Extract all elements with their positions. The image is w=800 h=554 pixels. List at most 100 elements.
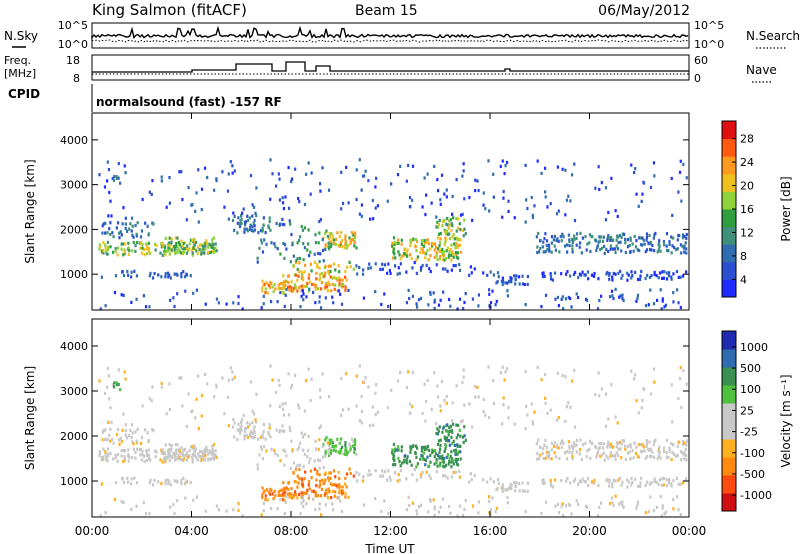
velocity-cell bbox=[449, 424, 452, 428]
power-cell bbox=[496, 280, 499, 284]
power-cell bbox=[111, 176, 114, 181]
velocity-cell bbox=[344, 446, 347, 451]
velocity-cell bbox=[443, 465, 446, 469]
velocity-cell bbox=[579, 438, 582, 442]
velocity-cell bbox=[369, 424, 372, 428]
power-cell bbox=[289, 260, 292, 264]
velocity-cell bbox=[463, 403, 466, 407]
power-cell bbox=[333, 238, 336, 242]
velocity-cell bbox=[338, 476, 341, 481]
power-cell bbox=[596, 244, 600, 248]
velocity-cell bbox=[513, 422, 516, 426]
velocity-cell bbox=[204, 509, 207, 513]
power-cell bbox=[319, 276, 322, 280]
power-cell bbox=[654, 231, 657, 236]
power-cell bbox=[567, 233, 570, 237]
velocity-cell bbox=[684, 447, 687, 452]
velocity-cell bbox=[250, 435, 253, 439]
power-cell bbox=[253, 218, 256, 223]
power-cell bbox=[641, 192, 644, 196]
velocity-cell bbox=[676, 444, 679, 449]
velocity-cell bbox=[200, 457, 203, 462]
velocity-cell bbox=[657, 454, 660, 459]
velocity-cell bbox=[147, 456, 151, 461]
velocity-cell bbox=[560, 445, 563, 449]
power-cell bbox=[132, 240, 135, 245]
velocity-cell bbox=[328, 438, 331, 442]
velocity-cell bbox=[417, 505, 421, 509]
power-cell bbox=[639, 236, 643, 240]
power-cell bbox=[248, 216, 251, 220]
power-cell bbox=[581, 236, 584, 240]
power-cell bbox=[433, 298, 436, 302]
velocity-cell bbox=[441, 474, 445, 478]
power-cell bbox=[670, 277, 673, 281]
velocity-cell bbox=[501, 422, 504, 426]
power-cell bbox=[164, 275, 167, 279]
power-cell bbox=[653, 270, 656, 275]
velocity-heatmap bbox=[98, 364, 688, 518]
velocity-cell bbox=[107, 454, 110, 458]
power-cell bbox=[118, 236, 121, 240]
power-cell bbox=[221, 170, 224, 174]
velocity-cell bbox=[608, 501, 612, 506]
velocity-cell bbox=[129, 482, 133, 486]
velocity-cell bbox=[212, 449, 215, 453]
power-cell bbox=[580, 251, 583, 255]
velocity-cell bbox=[209, 457, 212, 461]
velocity-cell bbox=[143, 459, 146, 464]
power-cell bbox=[332, 241, 336, 246]
power-cell bbox=[227, 172, 230, 176]
velocity-cell bbox=[178, 455, 181, 459]
velocity-cell bbox=[152, 428, 155, 433]
power-cell bbox=[581, 270, 584, 274]
velocity-cell bbox=[280, 493, 283, 498]
power-cell bbox=[386, 199, 389, 203]
velocity-cell bbox=[292, 461, 295, 465]
velocity-cell bbox=[343, 452, 346, 456]
x-tick-label: 08:00 bbox=[274, 524, 309, 538]
velocity-cell bbox=[262, 509, 265, 513]
velocity-cell bbox=[281, 424, 284, 428]
velocity-cell bbox=[420, 453, 423, 458]
power-cell bbox=[438, 218, 441, 223]
power-cell bbox=[241, 211, 244, 215]
velocity-cell bbox=[353, 450, 356, 455]
velocity-cell bbox=[645, 445, 648, 449]
power-cell bbox=[574, 270, 577, 275]
velocity-cell bbox=[455, 384, 458, 388]
power-cell bbox=[123, 242, 127, 246]
power-cell bbox=[504, 281, 507, 285]
velocity-cell bbox=[445, 401, 448, 405]
velocity-cell bbox=[271, 378, 274, 382]
power-cell bbox=[677, 275, 680, 279]
power-cell bbox=[255, 186, 258, 190]
power-cell bbox=[178, 249, 181, 253]
colorbar-segment bbox=[722, 121, 736, 140]
power-cell bbox=[587, 277, 590, 281]
power-cell bbox=[383, 292, 386, 296]
power-cell bbox=[307, 161, 310, 165]
power-cell bbox=[344, 285, 347, 289]
velocity-cell bbox=[681, 442, 685, 446]
power-cell bbox=[341, 238, 344, 243]
velocity-cell bbox=[446, 476, 449, 480]
power-cell bbox=[663, 243, 666, 247]
power-cell bbox=[668, 271, 671, 275]
power-cell bbox=[477, 293, 481, 297]
velocity-cell bbox=[215, 385, 218, 389]
power-cell bbox=[249, 225, 252, 230]
velocity-cell bbox=[360, 421, 363, 425]
power-cell bbox=[292, 288, 295, 293]
power-cell bbox=[360, 214, 363, 218]
velocity-cell bbox=[239, 426, 242, 430]
power-cell bbox=[641, 243, 644, 247]
velocity-cell bbox=[163, 456, 167, 460]
power-cell bbox=[180, 239, 183, 243]
velocity-cell bbox=[120, 439, 123, 444]
velocity-cell bbox=[452, 462, 455, 466]
velocity-cell bbox=[588, 447, 591, 452]
velocity-cell bbox=[667, 480, 671, 485]
velocity-cell bbox=[356, 479, 359, 483]
velocity-cell bbox=[327, 394, 331, 399]
